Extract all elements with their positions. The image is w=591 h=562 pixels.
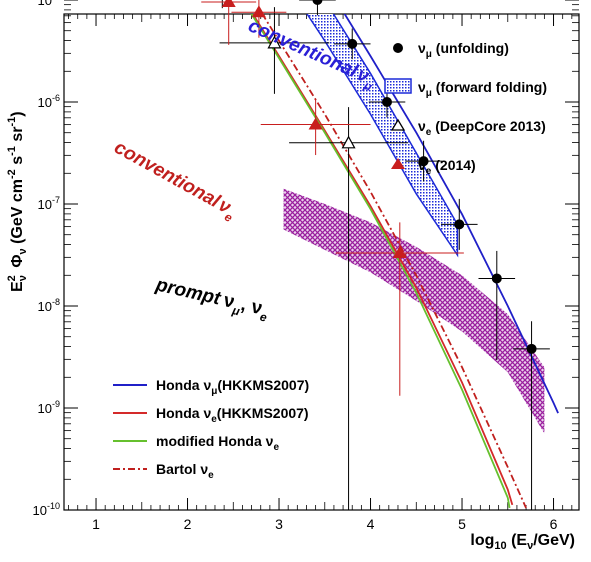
- y-tick-label: 10-10: [33, 501, 60, 518]
- y-tick-label: 10-6: [38, 93, 60, 110]
- y-tick-label: 10-8: [38, 297, 60, 314]
- point-nue-2014: [308, 117, 323, 130]
- point-nue-2014: [221, 0, 236, 8]
- curve-modified-honda-nue: [250, 14, 511, 509]
- x-tick-label: 2: [184, 516, 192, 532]
- point-nue-2014: [251, 5, 266, 18]
- x-tick-label: 6: [550, 516, 558, 532]
- legend-points: νμ (unfolding) νμ (forward folding) νe (…: [384, 40, 547, 177]
- band-layer: [283, 14, 545, 434]
- curve-bartol-nue: [261, 14, 527, 509]
- x-tick-label: 5: [458, 516, 466, 532]
- annotation-prompt: promptνμ, νe: [152, 274, 271, 325]
- point-numu-unfolding: [454, 219, 465, 230]
- point-nue-deepcore: [341, 135, 356, 149]
- legend-label-honda-numu: Honda νμ(HKKMS2007): [156, 377, 309, 397]
- point-numu-unfolding: [381, 97, 392, 107]
- band-numu-forward-folding: [306, 14, 459, 258]
- point-numu-unfolding: [491, 273, 502, 284]
- point-numu-unfolding: [312, 0, 323, 5]
- annotation-conventional-nue: conventionalνe: [109, 137, 241, 225]
- curve-honda-numu: [343, 14, 559, 414]
- y-axis-title: E2ν Φν (GeV cm-2 s-1 sr-1): [6, 111, 29, 292]
- band-prompt: [283, 188, 545, 434]
- legend-label-modified-honda-nue: modified Honda νe: [156, 433, 279, 453]
- legend-label-bartol-nue: Bartol νe: [156, 461, 214, 481]
- x-axis-title: log10 (Eν/GeV): [470, 532, 575, 552]
- y-tick-label: 10-7: [38, 195, 60, 212]
- legend-label-nue-2014: νe (2014): [418, 157, 476, 177]
- curve-layer: [250, 14, 559, 509]
- x-tick-label: 1: [92, 516, 100, 532]
- legend-marker-numu-forward-folding: [384, 78, 412, 94]
- y-tick-label: 10-5: [38, 0, 60, 8]
- legend-marker-nue-deepcore: [390, 118, 406, 131]
- curve-honda-nue: [251, 14, 514, 506]
- point-nue-2014: [392, 245, 407, 258]
- legend-marker-nue-2014: [391, 158, 405, 169]
- legend-label-nue-deepcore: νe (DeepCore 2013): [418, 118, 546, 138]
- point-numu-unfolding: [418, 156, 429, 167]
- legend-marker-numu-unfolding: [393, 43, 403, 53]
- y-tick-label: 10-9: [38, 399, 60, 416]
- x-tick-label: 4: [367, 516, 375, 532]
- x-tick-label: 3: [275, 516, 283, 532]
- legend-label-numu-forward-folding: νμ (forward folding): [418, 79, 547, 99]
- point-nue-deepcore: [267, 35, 282, 49]
- legend-label-numu-unfolding: νμ (unfolding): [418, 40, 509, 60]
- legend-label-honda-nue: Honda νe(HKKMS2007): [156, 405, 309, 425]
- legend-curves: Honda νμ(HKKMS2007) Honda νe(HKKMS2007) …: [113, 377, 309, 481]
- point-numu-unfolding: [526, 343, 537, 354]
- point-numu-unfolding: [347, 38, 358, 49]
